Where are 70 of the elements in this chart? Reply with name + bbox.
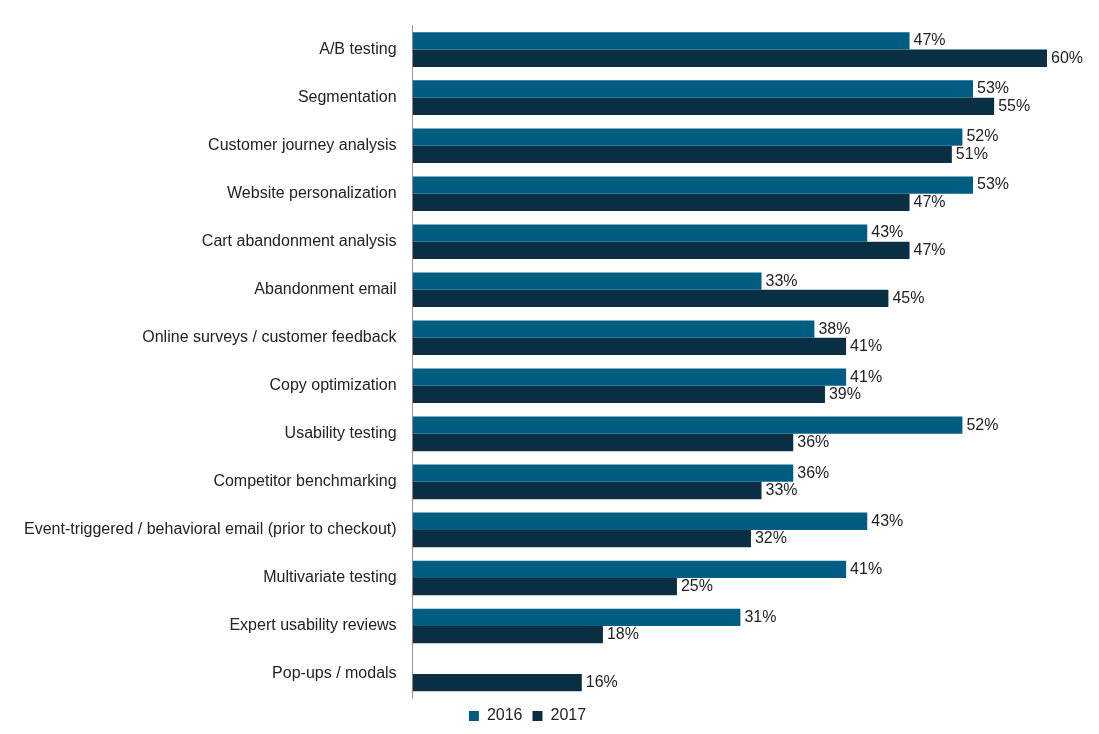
data-label: 53% [976,175,1010,193]
data-label: 33% [765,480,798,498]
bar [412,385,825,404]
bar [412,32,910,50]
bar [412,673,582,692]
bar [412,320,815,338]
y-tick-label: A/B testing [319,40,397,58]
data-label: 43% [871,511,904,529]
data-label: 52% [966,127,999,145]
y-tick-label: Pop-ups / modals [272,664,397,682]
bar [412,145,952,163]
data-label: 36% [797,432,830,450]
y-tick-label: Cart abandonment analysis [201,232,397,250]
bar [412,512,868,530]
data-label: 41% [850,559,883,577]
y-tick-label: Copy optimization [269,376,397,394]
data-label: 51% [955,144,988,162]
bar [412,272,762,290]
data-label: 47% [913,240,946,258]
bar [412,416,963,434]
y-tick-label: Website personalization [227,184,397,202]
bar [412,49,1047,67]
y-tick-label: Event-triggered / behavioral email (prior to checkout) [23,520,397,538]
bar [412,608,741,626]
bar [412,368,847,386]
bar [412,97,995,115]
bar [412,625,603,644]
y-tick-label: Competitor benchmarking [213,472,397,490]
data-label: 16% [585,673,618,691]
y-tick-label: Abandonment email [254,280,397,298]
y-tick-label: Expert usability reviews [229,616,397,634]
data-label: 32% [754,528,787,546]
y-tick-label: Online surveys / customer feedback [142,328,398,346]
bar [412,241,910,260]
y-tick-label: Customer journey analysis [208,136,397,154]
data-label: 36% [797,463,830,481]
bar [412,433,794,452]
data-label: 60% [1051,48,1084,66]
data-label: 43% [871,223,904,241]
data-label: 33% [765,271,798,289]
data-label: 53% [976,79,1010,97]
data-label: 55% [998,96,1031,114]
data-label: 47% [913,31,946,49]
bar [412,224,868,242]
legend-label: 2017 [550,706,587,724]
data-label: 47% [913,192,946,210]
bar [412,337,847,356]
data-label: 52% [966,415,999,433]
bar [412,464,794,482]
data-label: 18% [606,625,639,643]
y-tick-label: Usability testing [284,424,397,442]
data-label: 41% [850,367,883,385]
data-label: 25% [680,576,713,594]
bar [412,80,973,98]
y-tick-label: Segmentation [297,88,397,106]
bar [412,128,963,146]
data-label: 38% [818,319,851,337]
bar [412,193,910,211]
bar [412,289,889,308]
bar [412,560,847,578]
bar [412,529,751,548]
data-label: 41% [850,336,883,354]
data-label: 45% [892,288,925,306]
bar [412,176,973,194]
bar [412,577,677,596]
bar [412,481,762,500]
data-label: 39% [828,384,861,402]
y-tick-label: Multivariate testing [263,568,397,586]
data-label: 31% [744,607,777,625]
legend-label: 2016 [486,706,523,724]
